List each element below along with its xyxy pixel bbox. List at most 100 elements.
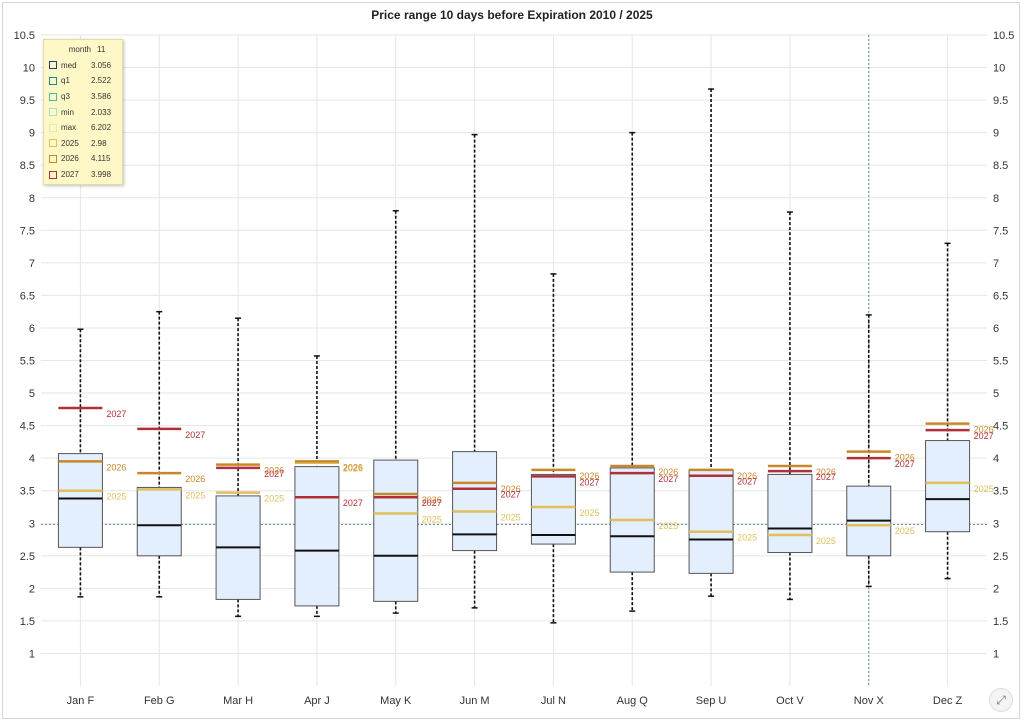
year-label-2027: 2027: [737, 477, 757, 487]
legend-row-q1: q1 2.522: [44, 73, 122, 89]
year-label-2025: 2025: [422, 514, 442, 524]
y-tick-label-right: 8.5: [993, 160, 1008, 172]
y-tick-label-left: 2: [29, 583, 35, 595]
x-tick-label: May K: [380, 695, 412, 707]
legend-swatch: [49, 170, 57, 179]
box-may-k[interactable]: [373, 459, 419, 602]
legend-value: 2.033: [91, 107, 112, 117]
year-label-2027: 2027: [422, 498, 442, 508]
x-tick-label: Jul N: [541, 695, 566, 707]
y-tick-label-left: 1: [29, 648, 35, 660]
box-dec-z[interactable]: [925, 440, 971, 533]
legend-name: med: [61, 60, 77, 70]
y-tick-label-right: 7: [993, 258, 999, 270]
y-tick-label-left: 10: [23, 63, 35, 75]
y-tick-label-right: 8: [993, 193, 999, 205]
year-label-2026: 2026: [501, 484, 521, 494]
year-label-2026: 2026: [816, 467, 836, 477]
year-label-2025: 2025: [343, 464, 363, 474]
legend-row-2025: 2025 2.98: [44, 136, 122, 152]
y-tick-label-left: 10.5: [14, 30, 35, 42]
legend-row-2026: 2026 4.115: [44, 151, 122, 167]
y-tick-label-right: 6: [993, 323, 999, 335]
legend-swatch: [49, 61, 57, 70]
legend-row-med: med 3.056: [44, 58, 122, 74]
y-tick-label-left: 7.5: [20, 225, 35, 237]
y-tick-label-left: 8.5: [20, 160, 35, 172]
box-feb-g[interactable]: [136, 486, 182, 557]
y-tick-label-right: 1.5: [993, 616, 1008, 628]
box-jul-n[interactable]: [530, 473, 576, 545]
year-label-2026: 2026: [895, 453, 915, 463]
year-label-2026: 2026: [185, 474, 205, 484]
legend-header-name: month: [68, 45, 91, 55]
y-tick-label-right: 5: [993, 388, 999, 400]
y-tick-label-right: 2: [993, 583, 999, 595]
year-label-2025: 2025: [185, 490, 205, 500]
legend-name: min: [61, 107, 74, 117]
year-label-2025: 2025: [895, 526, 915, 536]
y-tick-label-right: 4: [993, 453, 999, 465]
x-tick-label: Jan F: [67, 695, 95, 707]
year-label-2027: 2027: [974, 431, 994, 441]
year-label-2026: 2026: [737, 471, 757, 481]
y-tick-label-left: 4.5: [20, 421, 35, 433]
x-tick-label: Nov X: [854, 695, 885, 707]
y-tick-label-right: 7.5: [993, 225, 1008, 237]
box-jan-f[interactable]: [57, 453, 103, 548]
year-label-2027: 2027: [264, 469, 284, 479]
year-label-2027: 2027: [106, 409, 126, 419]
legend-row-2027: 2027 3.998: [44, 167, 122, 183]
year-label-2026: 2026: [343, 462, 363, 472]
legend-row-max: max 6.202: [44, 120, 122, 136]
box-oct-v[interactable]: [767, 473, 813, 554]
legend-name: 2026: [61, 154, 79, 164]
legend-name: max: [61, 123, 77, 133]
y-tick-label-right: 3.5: [993, 486, 1008, 498]
year-label-2027: 2027: [895, 459, 915, 469]
y-tick-label-left: 8: [29, 193, 35, 205]
legend-value: 2.98: [91, 138, 107, 148]
year-label-2026: 2026: [974, 425, 994, 435]
legend-value: 4.115: [91, 154, 111, 164]
y-tick-label-right: 5.5: [993, 356, 1008, 368]
x-tick-label: Dec Z: [933, 695, 963, 707]
legend-name: q1: [61, 76, 70, 86]
year-label-2025: 2025: [579, 508, 599, 518]
legend-name: 2025: [61, 138, 79, 148]
y-tick-label-left: 6.5: [20, 290, 35, 302]
year-label-2026: 2026: [422, 495, 442, 505]
expand-icon[interactable]: ⤢: [989, 688, 1013, 712]
y-tick-label-right: 6.5: [993, 290, 1008, 302]
y-tick-label-right: 9: [993, 128, 999, 140]
year-label-2025: 2025: [974, 484, 994, 494]
legend-value: 3.056: [91, 60, 112, 70]
y-tick-label-left: 9: [29, 128, 35, 140]
y-tick-label-left: 4: [29, 453, 35, 465]
legend-value: 2.522: [91, 76, 112, 86]
box-jun-m[interactable]: [452, 451, 498, 552]
legend-value: 6.202: [91, 123, 112, 133]
y-tick-label-left: 7: [29, 258, 35, 270]
y-tick-label-left: 2.5: [20, 551, 35, 563]
legend-row-q3: q3 3.586: [44, 89, 122, 105]
year-label-2027: 2027: [658, 474, 678, 484]
y-tick-label-right: 2.5: [993, 551, 1008, 563]
year-label-2027: 2027: [579, 477, 599, 487]
x-tick-label: Apr J: [304, 695, 330, 707]
year-label-2025: 2025: [501, 513, 521, 523]
x-tick-label: Mar H: [223, 695, 253, 707]
y-tick-label-left: 9.5: [20, 95, 35, 107]
legend-header-row: month 11: [44, 42, 122, 58]
x-tick-label: Jun M: [460, 695, 490, 707]
legend-swatch: [49, 76, 57, 85]
box-sep-u[interactable]: [688, 469, 734, 574]
chart-plot[interactable]: 1 11.5 1.52 22.5 2.53 33.5 3.54 44.5 4.55 55.5 5.5…: [3, 3, 1021, 720]
year-label-2025: 2025: [658, 521, 678, 531]
legend-swatch: [49, 123, 57, 132]
year-label-2027: 2027: [343, 498, 363, 508]
box-apr-j[interactable]: [294, 466, 340, 607]
year-label-2025: 2025: [106, 492, 126, 502]
year-label-2025: 2025: [264, 494, 284, 504]
y-tick-label-right: 1: [993, 648, 999, 660]
